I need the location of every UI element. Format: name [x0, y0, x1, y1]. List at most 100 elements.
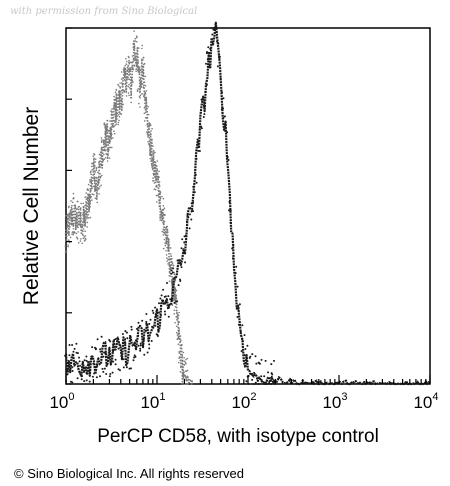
series-2-dot — [143, 328, 146, 331]
series-1-dot — [135, 55, 137, 58]
series-1-dot — [122, 82, 124, 85]
series-1-dot — [84, 230, 86, 232]
series-1-dot — [113, 132, 116, 135]
series-1-dot — [71, 201, 74, 204]
series-1-dot — [154, 167, 156, 169]
series-1-dot — [112, 113, 114, 116]
series-2-dot — [267, 371, 269, 374]
series-2-dot — [264, 383, 267, 385]
series-1-dot — [169, 247, 172, 249]
series-2-dot — [273, 359, 275, 362]
series-2-dot — [234, 272, 237, 274]
series-1-dot — [156, 201, 158, 203]
series-1-dot — [102, 159, 104, 162]
series-1-dot — [93, 193, 95, 196]
series-1-dot — [77, 231, 79, 233]
series-1-dot — [67, 245, 69, 248]
series-1-dot — [183, 357, 185, 359]
series-1-dot — [154, 188, 157, 191]
series-2-dot — [95, 376, 98, 379]
series-1-dot — [165, 227, 168, 229]
series-1-dot — [133, 30, 135, 32]
series-2-dot — [145, 313, 148, 315]
series-2-dot — [91, 346, 94, 349]
series-1-dot — [84, 196, 86, 199]
series-2-dot — [200, 98, 203, 101]
series-2-dot — [119, 344, 122, 347]
series-1-dot — [79, 213, 82, 215]
series-1-dot — [169, 270, 171, 273]
series-1-dot — [133, 64, 136, 66]
series-1-dot — [89, 179, 91, 181]
series-1-dot — [142, 56, 145, 59]
series-2-dot — [82, 366, 85, 369]
series-1-dot — [142, 59, 144, 61]
series-1-dot — [171, 262, 174, 265]
series-2-dot — [232, 244, 235, 247]
series-2-dot — [178, 259, 181, 262]
series-2-dot — [180, 266, 183, 269]
series-1-dot — [151, 164, 153, 166]
series-1-dot — [132, 46, 135, 49]
series-1-dot — [81, 225, 84, 228]
series-1-dot — [139, 78, 142, 80]
series-1-dot — [95, 168, 98, 170]
series-2-dot — [183, 241, 186, 244]
series-2-dot — [185, 220, 188, 223]
series-1-dot — [148, 126, 150, 128]
series-1-dot — [160, 211, 163, 213]
series-1-dot — [120, 78, 123, 80]
series-2-dot — [159, 314, 162, 317]
series-1-dot — [158, 170, 160, 173]
series-2-dot — [218, 55, 221, 58]
series-2-dot — [124, 342, 127, 345]
series-1-dot — [107, 154, 109, 157]
series-1-dot — [115, 115, 118, 118]
series-2-dot — [170, 269, 173, 272]
series-1-dot — [159, 216, 161, 218]
series-2-dot — [68, 344, 71, 346]
series-1-dot — [172, 264, 175, 267]
series-1-dot — [91, 169, 94, 171]
series-1-dot — [175, 290, 177, 292]
series-1-dot — [128, 78, 131, 81]
series-1-dot — [174, 279, 177, 282]
series-2-dot — [243, 354, 246, 357]
series-1-dot — [97, 188, 100, 190]
series-2-dot — [237, 323, 240, 326]
series-1-dot — [157, 189, 159, 192]
series-2-dot — [187, 216, 190, 219]
series-2-dot — [159, 297, 162, 300]
series-1-dot — [114, 121, 116, 124]
series-2-dot — [260, 375, 263, 378]
series-1-dot — [118, 119, 120, 122]
series-1-dot — [141, 47, 143, 50]
series-1-dot — [87, 217, 90, 219]
series-1-dot — [93, 173, 95, 176]
series-2-dot — [149, 318, 152, 321]
series-1-dot — [162, 211, 164, 214]
series-1-dot — [114, 106, 117, 109]
series-1-dot — [95, 177, 98, 179]
series-1-dot — [70, 209, 72, 211]
series-1-dot — [144, 92, 147, 95]
series-1-dot — [162, 208, 165, 211]
series-1-dot — [156, 168, 158, 170]
series-2-dot — [251, 353, 254, 356]
series-1-dot — [166, 230, 169, 232]
series-1-dot — [163, 207, 166, 209]
series-2-dot — [170, 298, 173, 300]
series-1-dot — [98, 161, 100, 164]
series-1-dot — [120, 71, 123, 73]
series-1-dot — [138, 72, 141, 74]
series-1-dot — [145, 97, 148, 99]
series-1-dot — [113, 107, 115, 109]
series-1-dot — [162, 234, 165, 236]
x-tick-label: 102 — [231, 391, 256, 412]
series-1-dot — [181, 343, 183, 346]
series-1-dot — [158, 200, 161, 202]
series-1-dot — [90, 195, 92, 198]
series-2-dot — [79, 364, 82, 367]
series-1-dot — [76, 208, 79, 210]
series-1-dot — [86, 226, 88, 228]
